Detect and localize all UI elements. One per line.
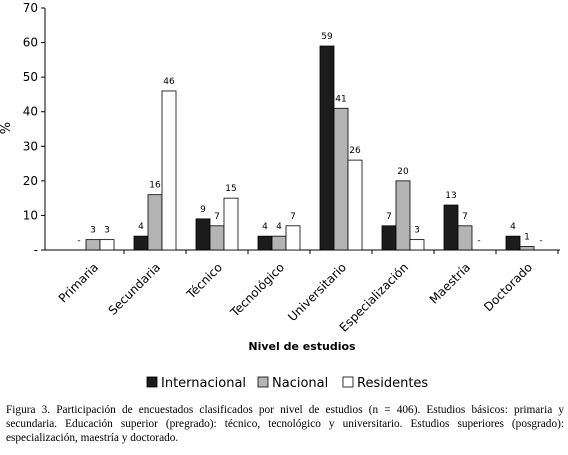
x-tick-label: Primaria [56,260,101,305]
legend-swatch [257,376,269,388]
value-label: 4 [262,222,268,232]
value-label: - [539,236,542,246]
legend-label: Internacional [161,376,246,391]
y-tick-label: 70 [23,1,38,15]
y-tick-label: 30 [23,139,38,153]
x-axis-label: Nivel de estudios [248,340,356,353]
bar [347,159,363,251]
x-tick-label: Técnico [183,260,225,302]
value-label: 4 [510,222,516,232]
bar [133,235,149,251]
bar [319,45,335,251]
bar [505,235,521,251]
value-label: 4 [138,222,144,232]
bar [209,225,225,251]
y-tick-label: - [34,243,38,257]
value-label: 26 [349,146,361,156]
y-tick-label: 10 [23,208,38,222]
y-axis-label: % [0,122,14,134]
figure-caption: Figura 3. Participación de encuestados c… [6,404,564,444]
value-label: 59 [321,32,333,42]
legend-swatch [146,376,158,388]
bar [409,239,425,251]
bar [443,204,459,251]
value-label: 1 [524,233,530,243]
value-label: 7 [462,212,468,222]
chart: % Nivel de estudios - 10 20 30 40 50 60 70 Prima… [0,1,560,391]
bar [257,235,273,251]
value-label: - [477,236,480,246]
x-tick-label: Universitario [285,260,349,324]
value-label: 46 [163,77,175,87]
bar [271,235,287,251]
value-label: 7 [290,212,296,222]
value-label: 15 [225,184,236,194]
bar [395,180,411,251]
bar [333,107,349,251]
bar [85,239,101,251]
value-label: 7 [386,212,392,222]
bar [161,90,177,251]
bar [285,225,301,251]
y-tick-label: 60 [23,36,38,50]
value-label: 9 [200,205,206,215]
value-label: 3 [104,226,110,236]
y-tick-label: 50 [23,70,38,84]
bar [381,225,397,251]
bar [223,197,239,251]
legend-label: Residentes [357,376,428,391]
y-tick-label: 20 [23,174,38,188]
bar [519,246,535,251]
value-label: 20 [397,167,409,177]
value-label: 7 [214,212,220,222]
value-label: 4 [276,222,282,232]
value-label: 3 [414,226,420,236]
value-label: - [77,236,80,246]
value-label: 41 [335,94,346,104]
bar [457,225,473,251]
x-tick-label: Maestría [427,260,473,306]
value-label: 3 [90,226,96,236]
x-tick-label: Secundaria [106,260,164,318]
x-tick-label: Doctorado [481,260,535,314]
value-label: 16 [149,181,161,191]
x-tick-label: Tecnológico [227,260,287,320]
bar [195,218,211,251]
value-label: 13 [445,191,456,201]
y-tick-label: 40 [23,105,38,119]
bar [99,239,115,251]
bar [147,194,163,251]
legend-swatch [342,376,354,388]
legend-label: Nacional [272,376,328,391]
